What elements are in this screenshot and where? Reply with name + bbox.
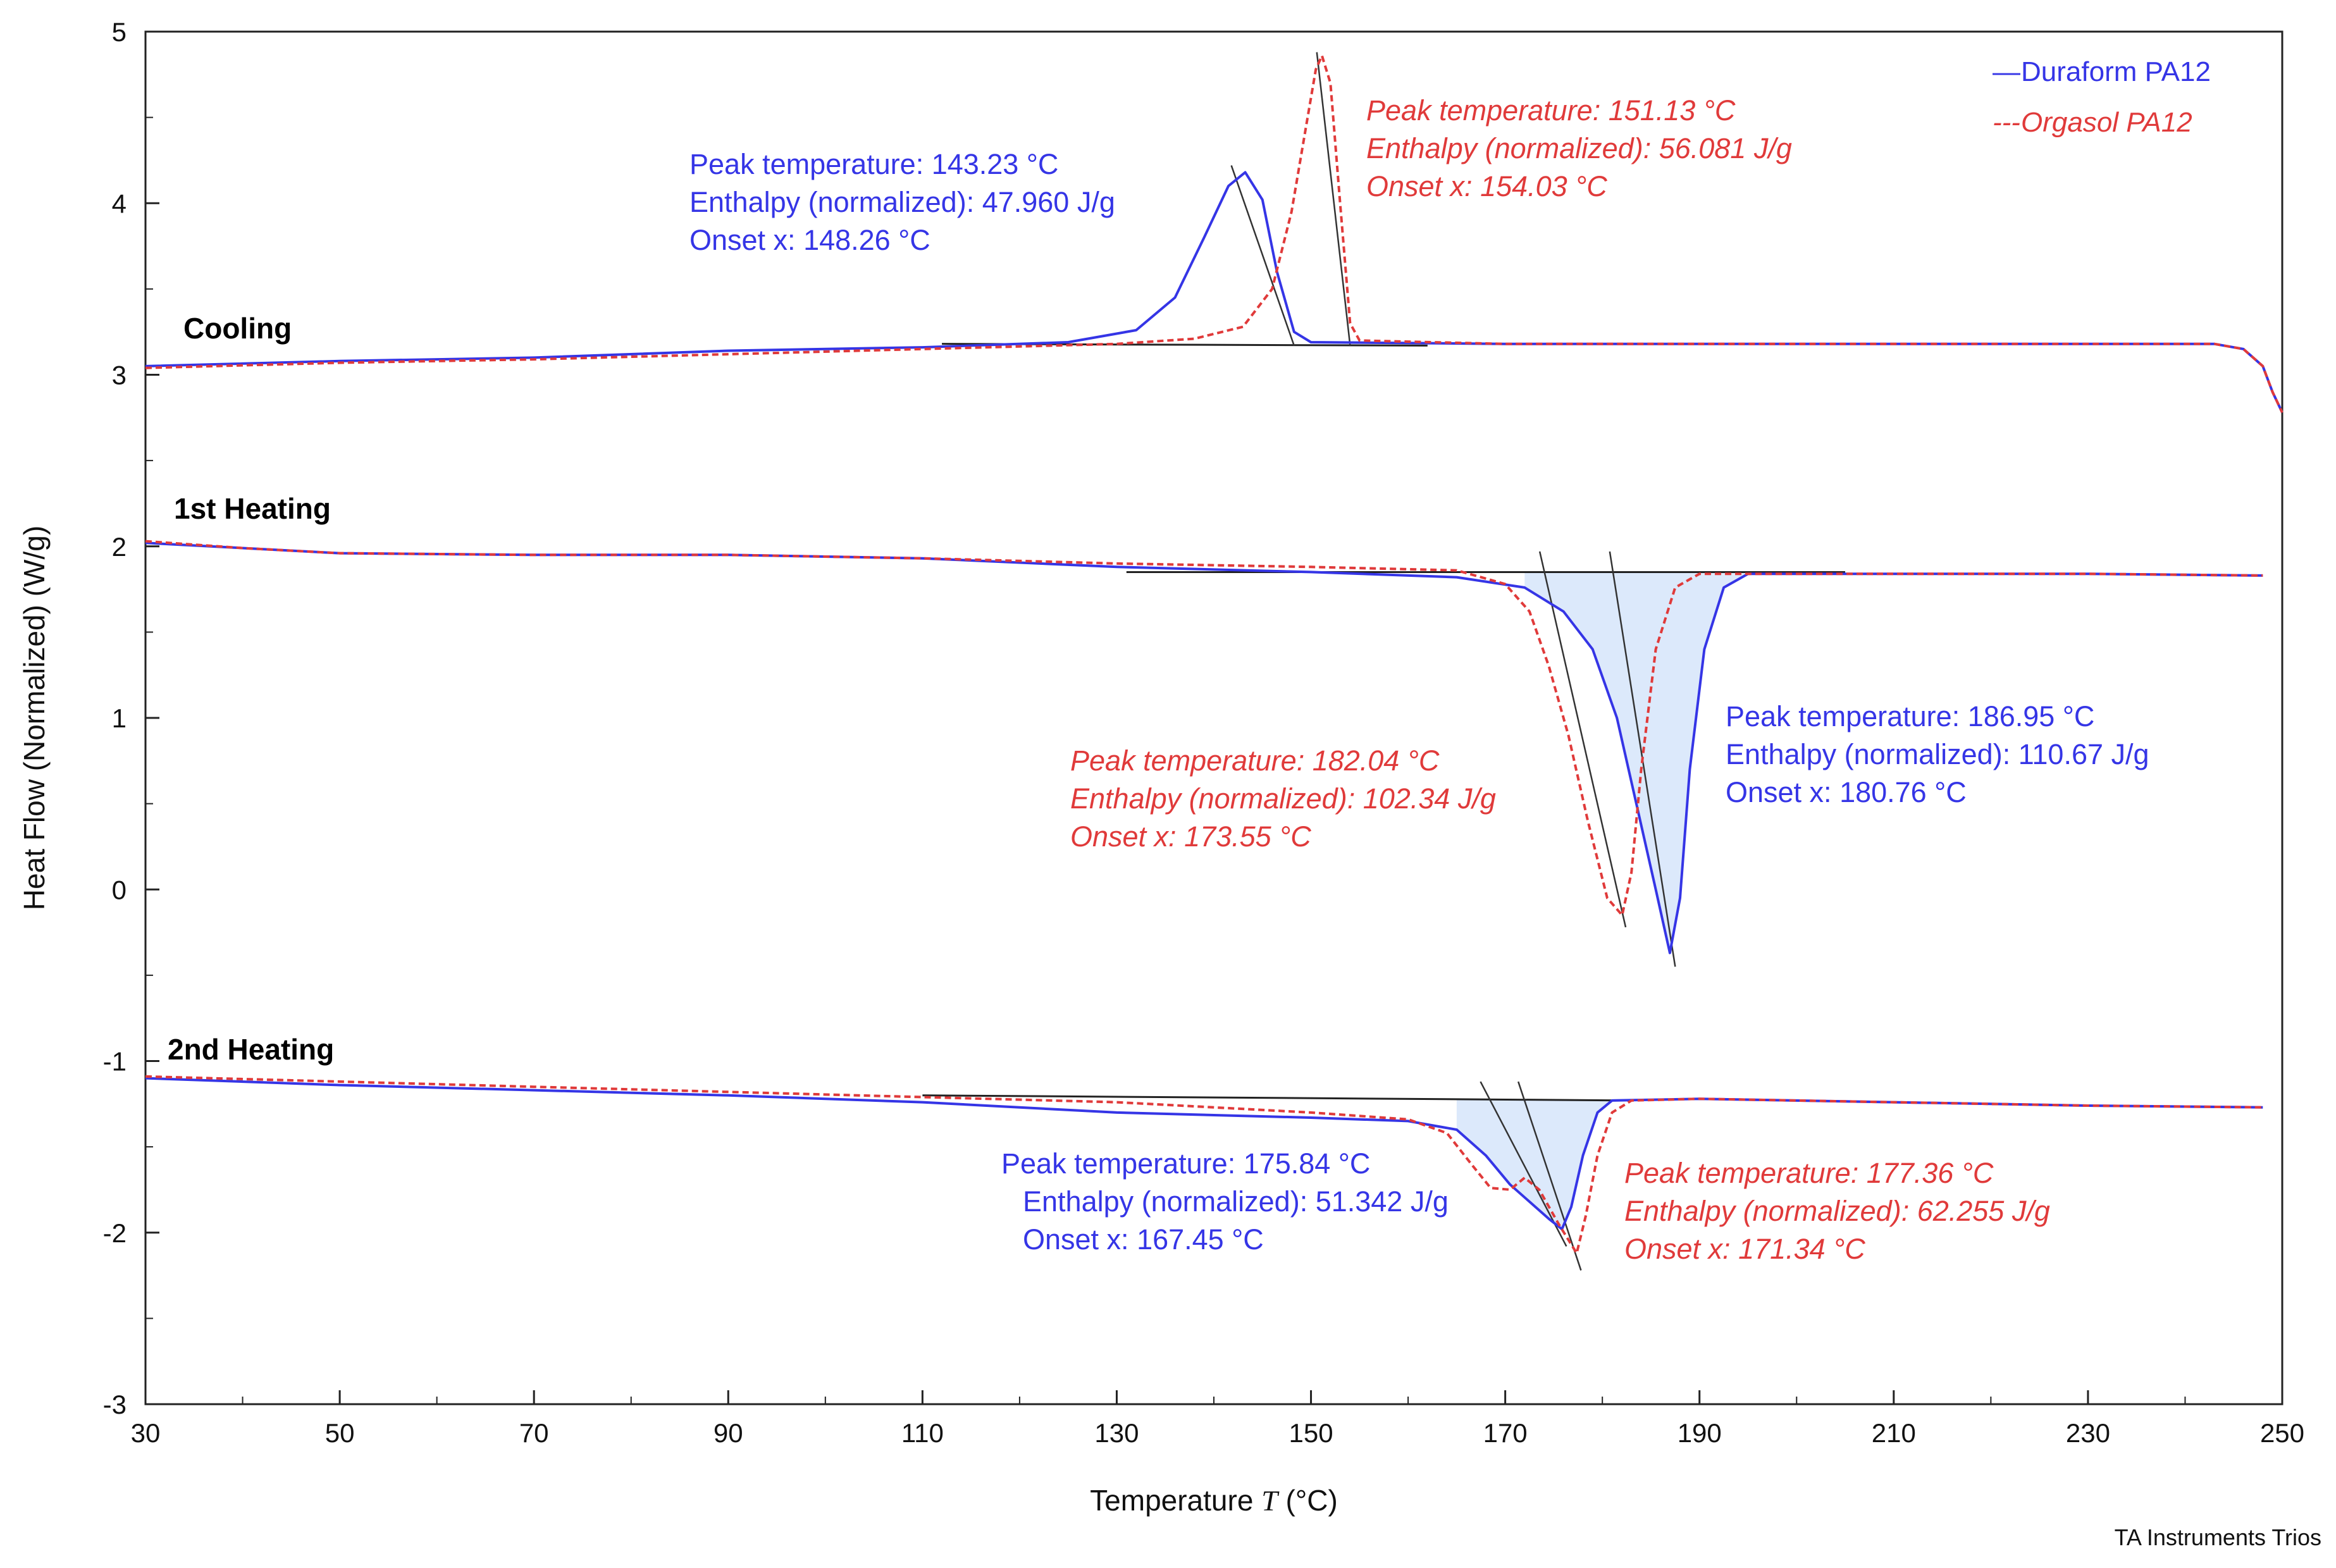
- series-layer: [145, 54, 2283, 1255]
- x-tick-label: 210: [1872, 1418, 1916, 1448]
- x-tick-label: 90: [714, 1418, 743, 1448]
- x-tick-label: 250: [2260, 1418, 2304, 1448]
- x-tick-label: 230: [2066, 1418, 2110, 1448]
- onset-tangent-line: [1517, 1081, 1582, 1271]
- annotation-line: Onset x: 148.26 °C: [689, 224, 930, 256]
- x-axis-title: Temperature T (°C): [1090, 1484, 1338, 1517]
- y-axis-title: Heat Flow (Normalized) (W/g): [18, 526, 51, 910]
- x-tick-label: 30: [131, 1418, 161, 1448]
- y-tick-label: -3: [103, 1390, 127, 1419]
- series-duraform-cooling: [145, 171, 2283, 414]
- peak-fill-layer: [1456, 572, 1748, 1230]
- x-tick-label: 110: [901, 1418, 944, 1448]
- annotation-line: Enthalpy (normalized): 102.34 J/g: [1070, 782, 1496, 815]
- integration-baseline: [922, 1094, 1632, 1102]
- annotation-line: Onset x: 154.03 °C: [1366, 170, 1607, 202]
- legend-marker[interactable]: —: [1993, 56, 2020, 87]
- annotation-line: Onset x: 171.34 °C: [1624, 1233, 1865, 1265]
- y-tick-label: 0: [112, 875, 127, 904]
- annotation-line: Enthalpy (normalized): 56.081 J/g: [1366, 132, 1792, 164]
- legend-label[interactable]: Orgasol PA12: [2021, 107, 2192, 138]
- segment-label: 1st Heating: [174, 492, 331, 525]
- y-tick-label: 3: [112, 361, 127, 390]
- annotation-line: Enthalpy (normalized): 62.255 J/g: [1624, 1195, 2050, 1227]
- label-layer: Cooling 1st Heating 2nd Heating: [168, 312, 334, 1066]
- x-tick-label: 70: [519, 1418, 549, 1448]
- segment-label: 2nd Heating: [168, 1033, 334, 1066]
- x-tick-label: 50: [325, 1418, 355, 1448]
- onset-tangent-line: [1480, 1081, 1567, 1247]
- series-orgasol-2nd-heating: [145, 1075, 2263, 1255]
- annotation-line: Enthalpy (normalized): 51.342 J/g: [1023, 1185, 1449, 1218]
- y-tick-label: 1: [112, 703, 127, 733]
- x-tick-label: 170: [1483, 1418, 1528, 1448]
- series-orgasol-cooling: [145, 54, 2283, 414]
- y-tick-label: 2: [112, 532, 127, 562]
- y-tick-label: 4: [112, 188, 127, 218]
- annotation-line: Peak temperature: 177.36 °C: [1624, 1157, 1994, 1189]
- onset-tangent-line: [1230, 165, 1295, 346]
- y-tick-label: -1: [103, 1047, 127, 1077]
- legend-marker[interactable]: ---: [1993, 107, 2020, 138]
- annotation-line: Onset x: 180.76 °C: [1726, 776, 1967, 808]
- annotation-line: Peak temperature: 175.84 °C: [1001, 1147, 1370, 1180]
- annotation-line: Peak temperature: 182.04 °C: [1070, 744, 1440, 777]
- annotation-line: Peak temperature: 186.95 °C: [1726, 700, 2094, 732]
- onset-tangent-line: [1316, 52, 1351, 346]
- legend-label[interactable]: Duraform PA12: [2021, 56, 2211, 87]
- peak-area-fill: [1456, 1099, 1612, 1230]
- annotation-line: Peak temperature: 143.23 °C: [689, 148, 1058, 180]
- baseline-layer: [922, 52, 1846, 1271]
- annotation-line: Onset x: 173.55 °C: [1070, 820, 1311, 853]
- x-tick-label: 130: [1094, 1418, 1139, 1448]
- software-credit: TA Instruments Trios: [2115, 1524, 2321, 1550]
- annotation-line: Enthalpy (normalized): 110.67 J/g: [1726, 738, 2149, 770]
- y-tick-label: -2: [103, 1218, 127, 1248]
- x-tick-label: 190: [1678, 1418, 1722, 1448]
- annotation-line: Onset x: 167.45 °C: [1023, 1223, 1264, 1256]
- axes: 30 50 70 90 110 130 150 170 190 210 230 250 -3 -2 -1 0 1…: [18, 17, 2304, 1517]
- series-orgasol-1st-heating: [145, 540, 2263, 917]
- annotation-layer: Peak temperature: 143.23 °C Enthalpy (nor…: [689, 94, 2149, 1265]
- annotation-line: Peak temperature: 151.13 °C: [1366, 94, 1736, 127]
- peak-area-fill: [1524, 572, 1748, 953]
- y-tick-label: 5: [112, 17, 127, 47]
- legend[interactable]: — Duraform PA12--- Orgasol PA12: [1993, 56, 2211, 138]
- annotation-line: Enthalpy (normalized): 47.960 J/g: [689, 186, 1115, 218]
- segment-label: Cooling: [183, 312, 292, 345]
- x-tick-label: 150: [1289, 1418, 1333, 1448]
- series-duraform-2nd-heating: [145, 1077, 2263, 1231]
- onset-tangent-line: [1538, 551, 1627, 928]
